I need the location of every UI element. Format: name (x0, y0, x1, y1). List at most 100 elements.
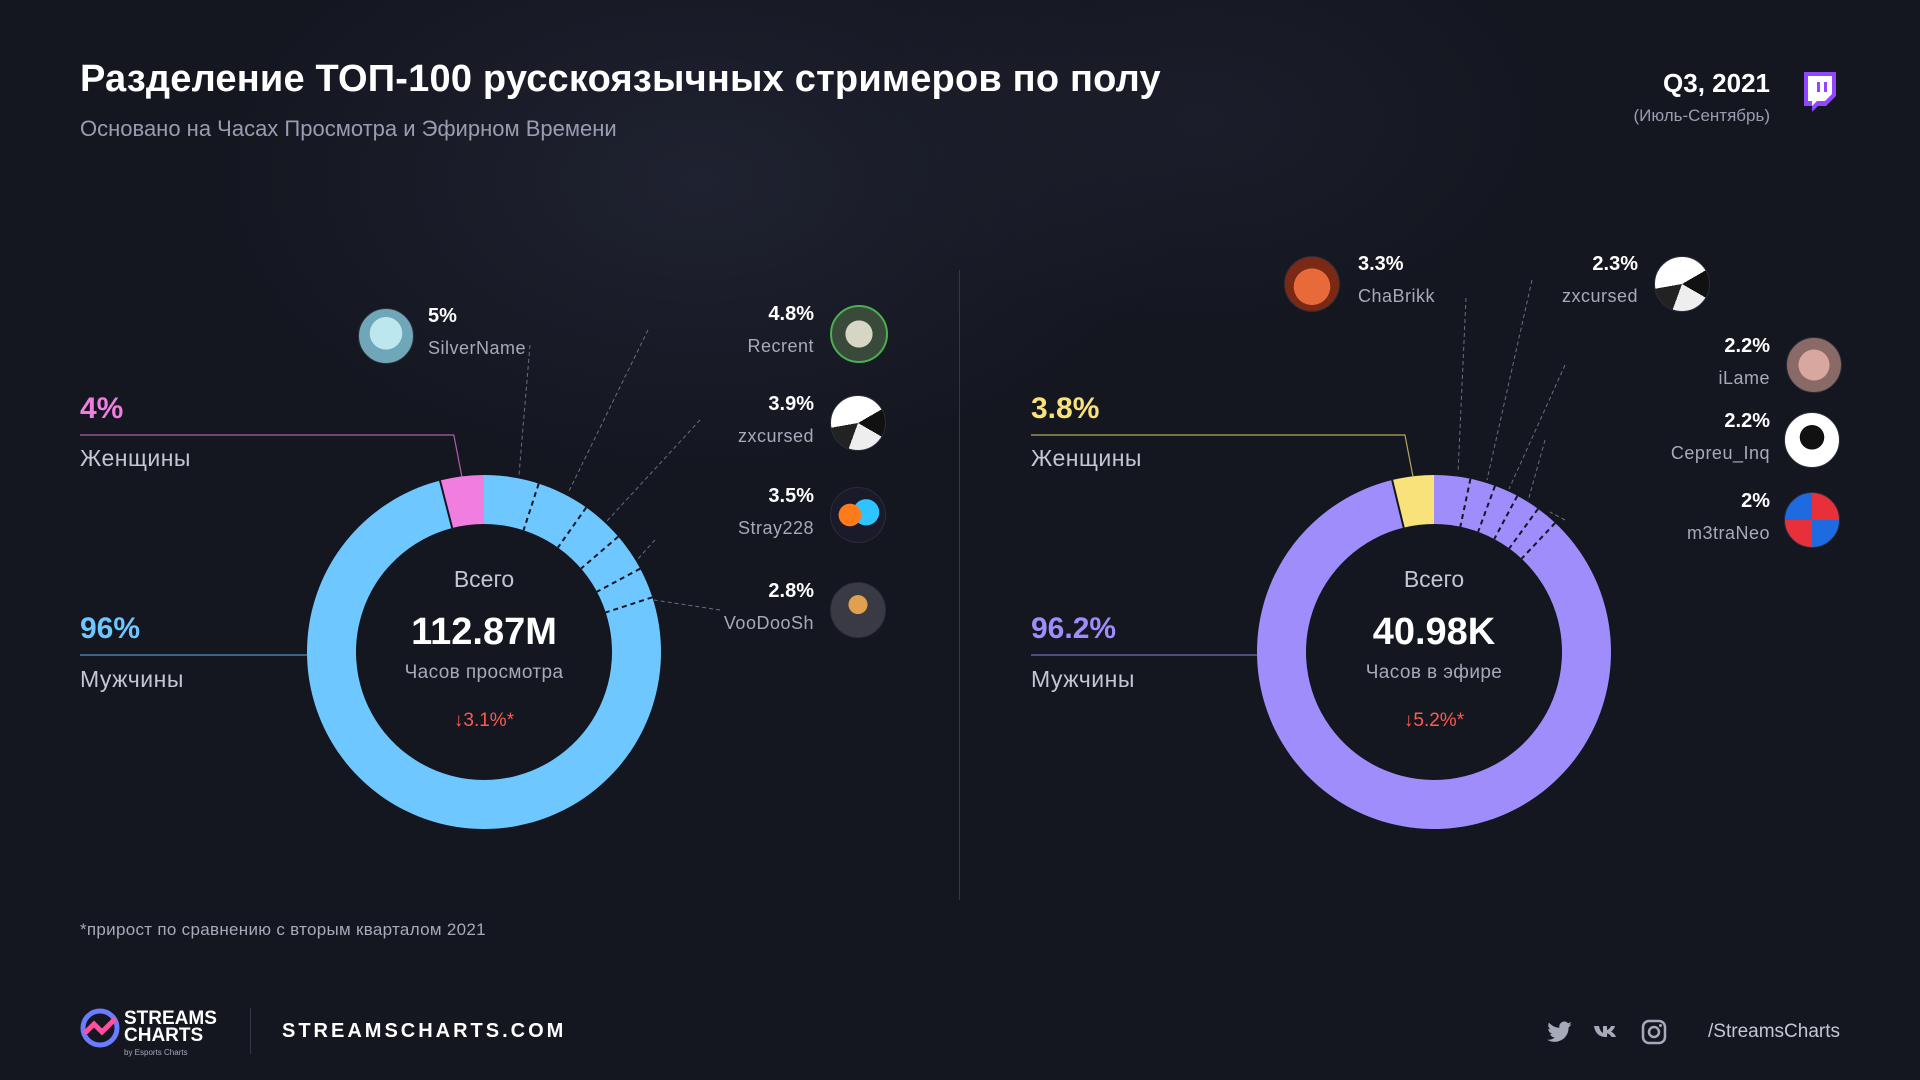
streamer-label: 2.2% Cepreu_Inq (1671, 410, 1770, 464)
streamer-percent: 3.5% (768, 485, 814, 507)
streamer-label: 3.3% ChaBrikk (1358, 253, 1435, 307)
streamer-percent: 2% (1741, 490, 1770, 512)
streamer-slice-divider (1477, 485, 1496, 533)
page-title: Разделение ТОП-100 русскоязычных стример… (80, 58, 1161, 100)
streamer-label: 2.3% zxcursed (1562, 253, 1638, 307)
site-link[interactable]: STREAMSCHARTS.COM (282, 1020, 567, 1042)
avatar (830, 305, 888, 363)
twitch-icon (1804, 72, 1836, 112)
streamer-leader-line (1549, 511, 1566, 521)
female-slice (1392, 475, 1434, 528)
logo-line1: STREAMS (124, 1008, 217, 1029)
streamer-slice-divider (580, 535, 619, 570)
streamer-slice-divider (596, 567, 641, 593)
footnote: *прирост по сравнению с вторым кварталом… (80, 920, 486, 939)
total-value: 40.98K (1372, 611, 1496, 653)
streamer-slice-divider (1493, 495, 1519, 540)
streamer-leader-line (605, 419, 701, 523)
streamer-leader-line (1508, 364, 1566, 490)
center-label: Всего (453, 566, 515, 592)
total-value: 112.87M (411, 611, 557, 653)
logo-text: STREAMS CHARTS (124, 1008, 217, 1046)
male-label: Мужчины (1031, 666, 1135, 692)
change-value: ↓5.2%* (1403, 710, 1465, 731)
avatar (830, 487, 886, 543)
streamer-leader-line (1457, 297, 1467, 474)
avatar (358, 308, 414, 364)
streamer-name: zxcursed (737, 426, 814, 446)
avatar (1654, 256, 1710, 312)
streamer-leader-line (1527, 439, 1546, 502)
social-handle[interactable]: /StreamsCharts (1708, 1021, 1840, 1042)
streamer-label: 2.2% iLame (1718, 335, 1770, 389)
streamer-leader-line (1486, 279, 1533, 481)
instagram-icon[interactable] (1640, 1018, 1668, 1046)
donut-chart-airtime (1031, 279, 1611, 829)
streamer-slice-divider (1520, 522, 1556, 560)
slice-separator (439, 480, 454, 529)
donut-center: Всего 40.98K Часов в эфире ↓5.2%* (1304, 566, 1564, 732)
change-value: ↓3.1%* (453, 710, 515, 731)
streamer-percent: 2.2% (1724, 335, 1770, 357)
streamer-name: Cepreu_Inq (1670, 443, 1770, 463)
streamer-label: 2% m3traNeo (1687, 490, 1770, 544)
female-slice (439, 475, 484, 529)
streamer-slice-divider (522, 483, 540, 531)
streamer-label: 2.8% VooDooSh (724, 580, 814, 634)
streamer-name: m3traNeo (1686, 523, 1770, 543)
avatar (1284, 256, 1340, 312)
avatar (1786, 337, 1842, 393)
center-label: Всего (1403, 566, 1465, 592)
streamer-percent: 2.3% (1592, 253, 1638, 275)
male-label: Мужчины (80, 666, 184, 692)
streamer-name: Stray228 (737, 518, 814, 538)
streamer-label: 4.8% Recrent (747, 303, 814, 357)
female-leader-line (1031, 434, 1414, 477)
avatar (1784, 412, 1840, 468)
streamer-percent: 3.9% (768, 393, 814, 415)
streamer-leader-line (653, 599, 721, 611)
page-subtitle: Основано на Часах Просмотра и Эфирном Вр… (80, 116, 617, 141)
female-percent: 3.8% (1031, 392, 1100, 425)
donut-center: Всего 112.87M Часов просмотра ↓3.1%* (354, 566, 614, 732)
female-percent: 4% (80, 392, 124, 425)
female-label: Женщины (80, 445, 191, 471)
logo-subtext: by Esports Charts (124, 1048, 188, 1057)
total-unit: Часов просмотра (404, 662, 564, 683)
streamer-label: 3.5% Stray228 (738, 485, 814, 539)
streamer-percent: 2.8% (768, 580, 814, 602)
streamer-percent: 3.3% (1358, 253, 1404, 275)
streamer-percent: 4.8% (768, 303, 814, 325)
donut-chart-watch-hours (80, 329, 721, 829)
streamer-leader-line (567, 329, 649, 494)
streamer-name: ChaBrikk (1358, 286, 1436, 306)
streamer-label: 3.9% zxcursed (738, 393, 814, 447)
footer-divider (250, 1008, 251, 1054)
streamer-name: VooDooSh (723, 613, 814, 633)
slice-separator (1391, 479, 1405, 528)
streamer-slice-divider (1459, 478, 1472, 527)
period-label: Q3, 2021 (1663, 68, 1770, 98)
logo-line2: CHARTS (124, 1025, 204, 1046)
streamer-name: SilverName (428, 338, 527, 358)
avatar (830, 395, 886, 451)
streamer-slice-divider (1508, 508, 1539, 550)
avatar (830, 582, 886, 638)
female-leader-line (80, 434, 463, 477)
vk-icon[interactable] (1592, 1018, 1620, 1046)
streamer-name: zxcursed (1561, 286, 1638, 306)
streamer-percent: 5% (428, 305, 457, 327)
twitter-icon[interactable] (1546, 1018, 1574, 1046)
avatar (1784, 492, 1840, 548)
female-label: Женщины (1031, 445, 1142, 471)
streamscharts-logo-icon (80, 1008, 120, 1048)
streamer-name: iLame (1718, 368, 1770, 388)
male-percent: 96% (80, 612, 141, 645)
streamer-slice-divider (557, 506, 588, 549)
streamer-name: Recrent (747, 336, 814, 356)
period-sublabel: (Июль-Сентябрь) (1633, 106, 1770, 125)
streamer-leader-line (635, 539, 656, 562)
male-percent: 96.2% (1031, 612, 1117, 645)
streamer-slice-divider (605, 596, 653, 614)
